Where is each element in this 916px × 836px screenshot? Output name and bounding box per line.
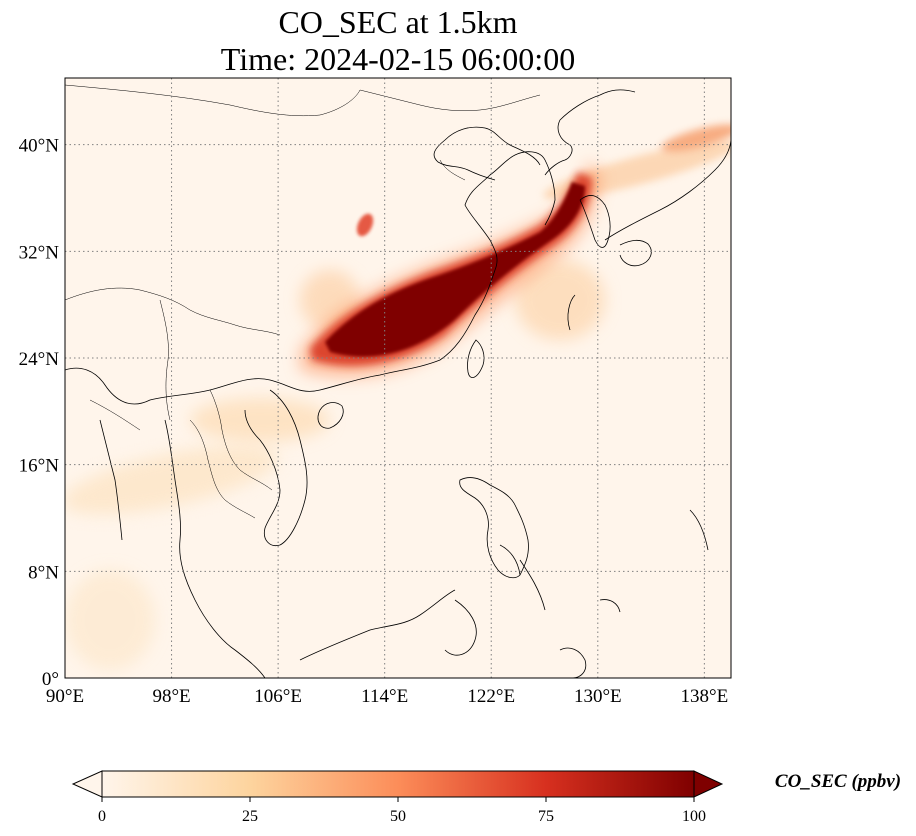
y-tick-label: 8°N	[28, 562, 59, 583]
map-frame	[64, 77, 732, 679]
gridlines	[65, 78, 731, 678]
colorbar-tick-label: 100	[682, 808, 706, 825]
y-tick-label: 24°N	[19, 349, 60, 370]
title-line-2: Time: 2024-02-15 06:00:00	[221, 41, 575, 77]
colorbar-ticks: 0 25 50 75 100	[98, 797, 706, 825]
y-tick-label: 0°	[42, 669, 59, 690]
colorbar: 0 25 50 75 100 CO_SEC (ppbv)	[71, 770, 901, 825]
x-tick-label: 122°E	[467, 686, 515, 707]
colorbar-tick-label: 50	[390, 808, 406, 825]
x-tick-label: 114°E	[361, 686, 408, 707]
x-tick-label: 138°E	[681, 686, 729, 707]
title-line-1: CO_SEC at 1.5km	[278, 4, 517, 40]
y-tick-label: 32°N	[19, 242, 60, 263]
colorbar-gradient	[101, 770, 695, 798]
x-tick-label: 90°E	[46, 686, 84, 707]
x-tick-label: 130°E	[574, 686, 622, 707]
x-axis-ticks: 90°E 98°E 106°E 114°E 122°E 130°E 138°E	[46, 686, 728, 707]
y-tick-label: 40°N	[19, 136, 60, 157]
x-tick-label: 98°E	[152, 686, 190, 707]
colorbar-extend-min	[71, 770, 103, 798]
y-tick-label: 16°N	[19, 456, 60, 477]
y-axis-ticks: 0° 8°N 16°N 24°N 32°N 40°N	[19, 136, 60, 690]
coastlines	[65, 89, 731, 678]
colorbar-tick-label: 75	[538, 808, 554, 825]
x-tick-label: 106°E	[254, 686, 302, 707]
colorbar-tick-label: 25	[242, 808, 258, 825]
colorbar-tick-label: 0	[98, 808, 106, 825]
colorbar-extend-max	[693, 770, 724, 798]
colorbar-label: CO_SEC (ppbv)	[775, 771, 901, 792]
concentration-field	[65, 124, 731, 670]
borders	[65, 84, 541, 519]
map-panel: 90°E 98°E 106°E 114°E 122°E 130°E 138°E 0° 8°N 1…	[19, 77, 732, 707]
